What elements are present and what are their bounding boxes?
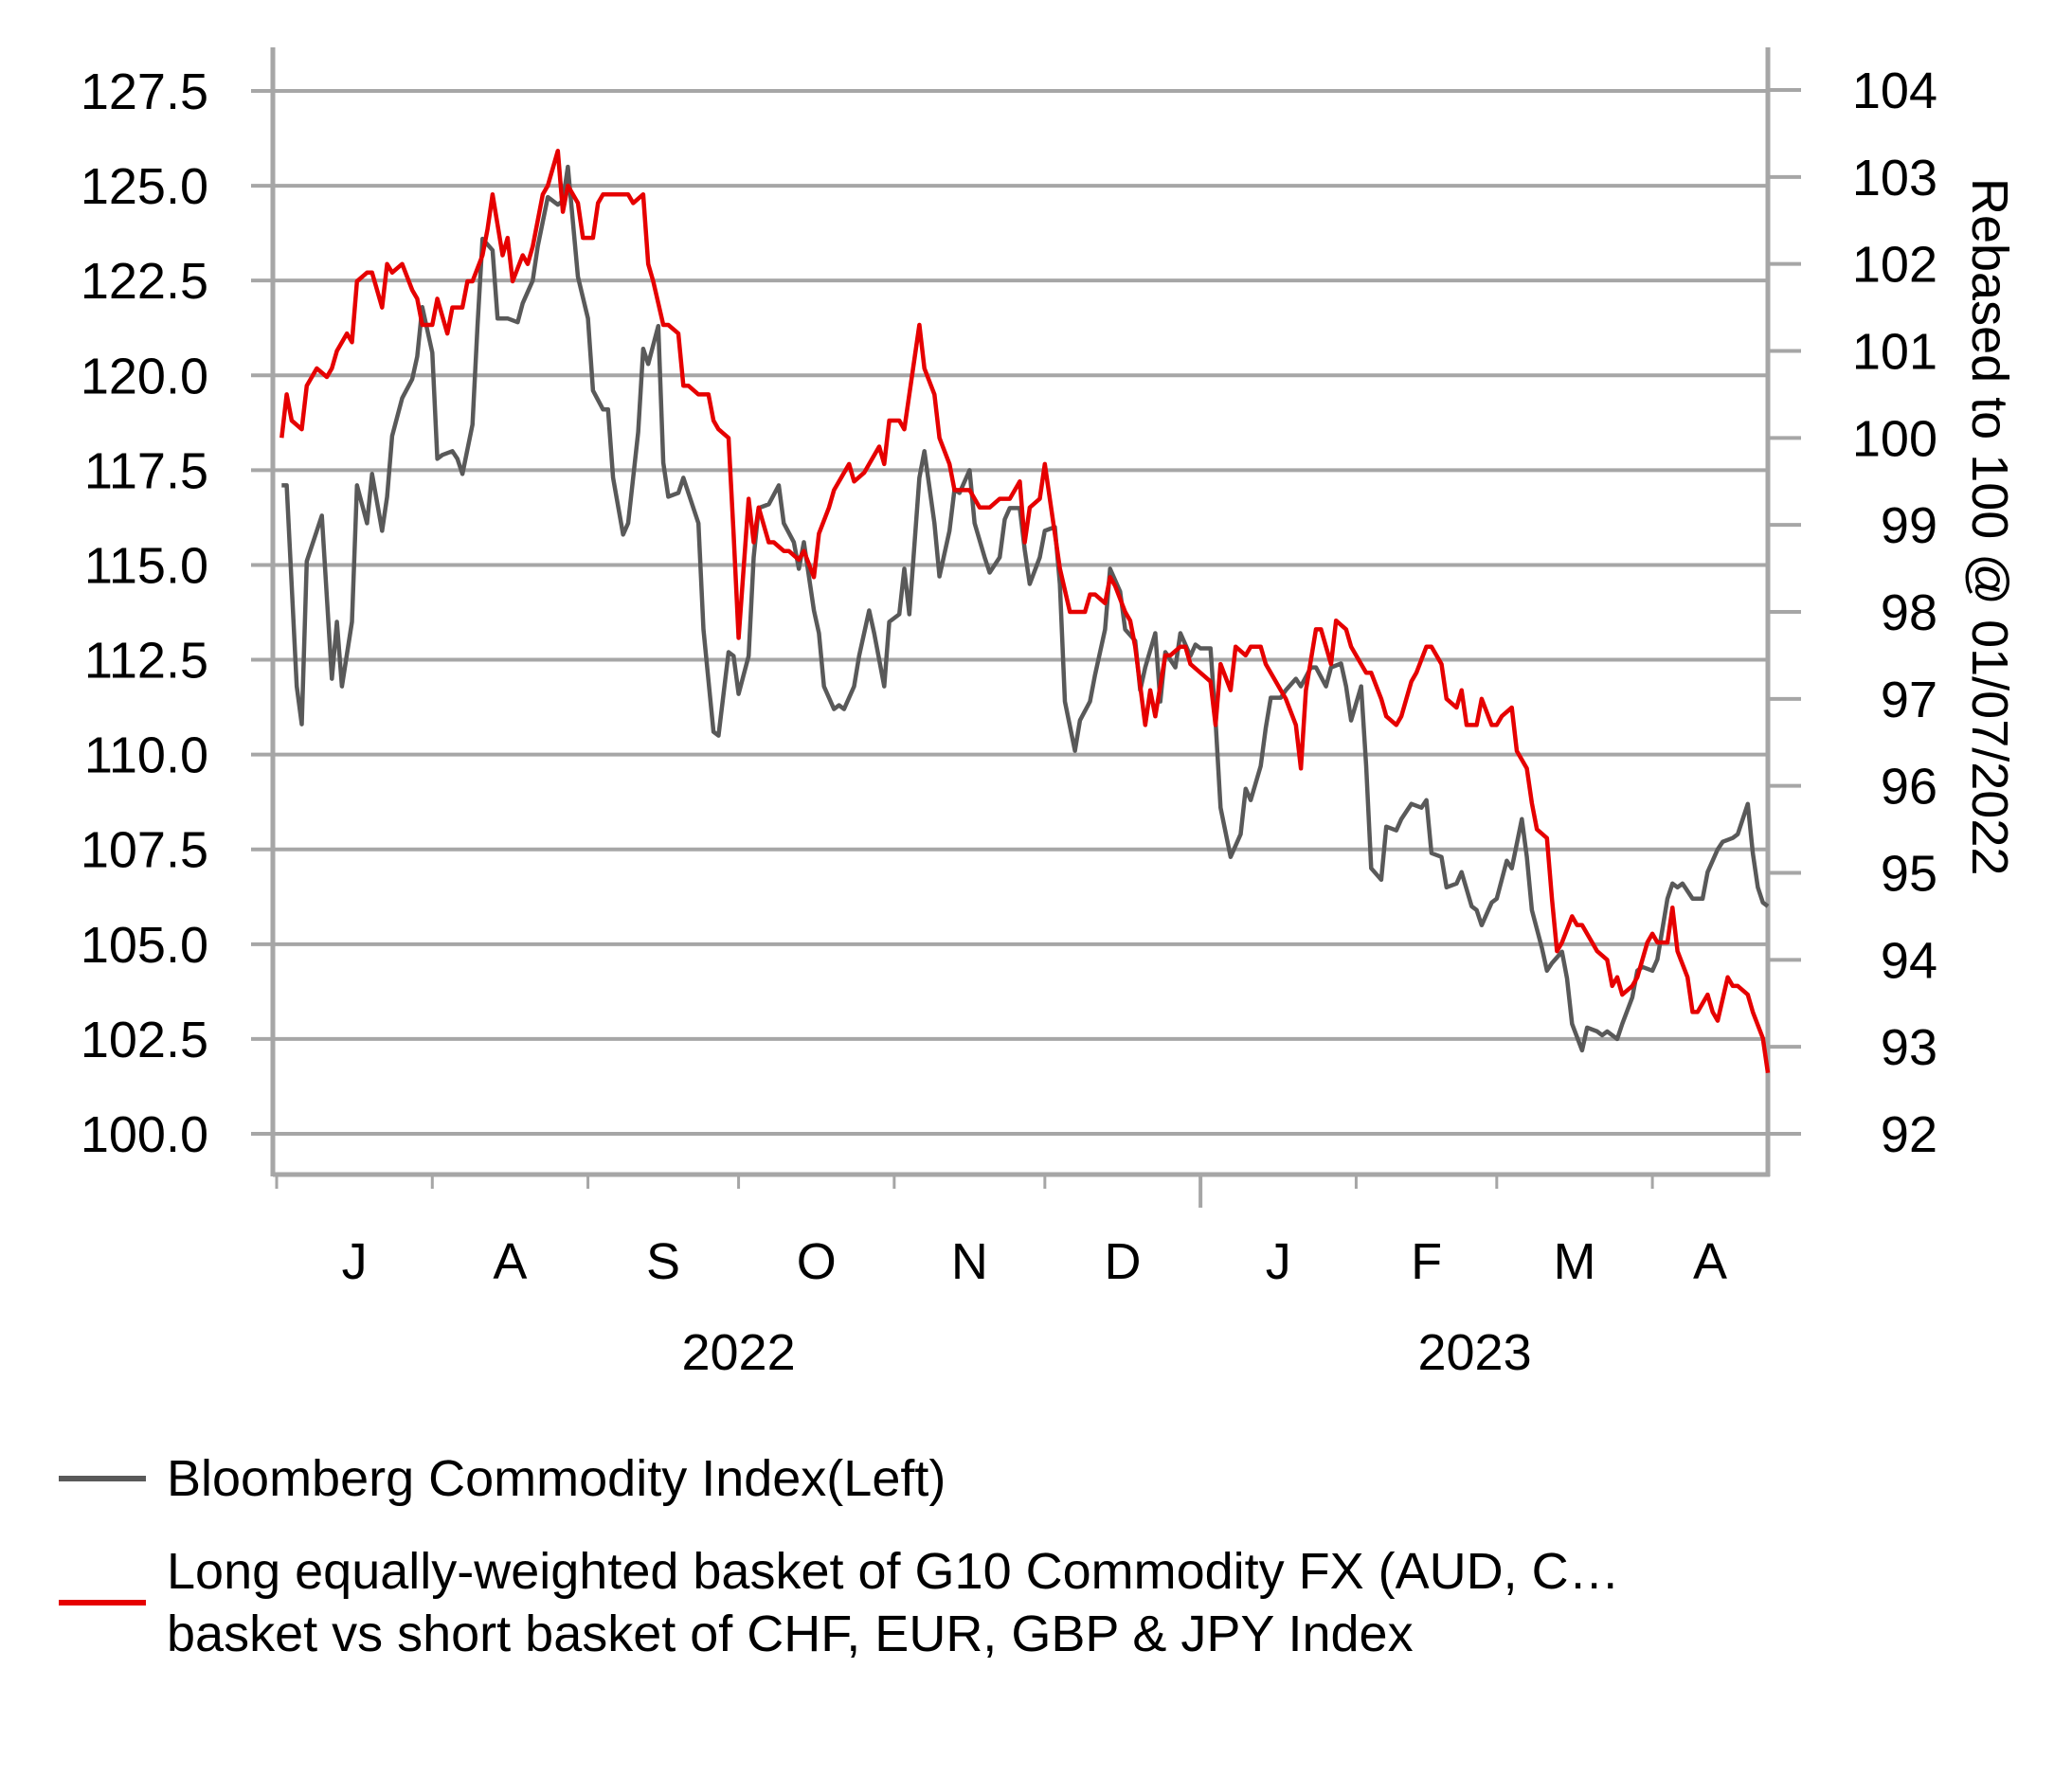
gridlines [251, 89, 1768, 1136]
legend-swatch-red [59, 1600, 146, 1606]
left-tick-label: 115.0 [84, 537, 208, 594]
left-tick-label: 122.5 [81, 253, 208, 310]
right-axis-ticks: 92 93 94 95 96 97 98 99 100 101 102 103 104 [1768, 63, 1937, 1163]
right-tick-label: 92 [1881, 1106, 1937, 1163]
month-label: M [1553, 1233, 1595, 1290]
left-tick-label: 127.5 [81, 63, 208, 120]
month-label: S [646, 1233, 680, 1290]
series-lines [279, 149, 1771, 1074]
right-tick-label: 94 [1881, 932, 1937, 989]
left-tick-label: 112.5 [84, 633, 208, 690]
month-label: N [951, 1233, 988, 1290]
series-line-g10-commodity-fx-basket [279, 149, 1771, 1074]
month-label: A [1693, 1233, 1727, 1290]
x-axis-ticks: J A S O N D J F M A 2022 2023 [275, 1175, 1727, 1381]
month-label: J [1266, 1233, 1291, 1290]
right-tick-label: 103 [1852, 150, 1937, 206]
right-tick-label: 99 [1881, 497, 1937, 554]
series-line-bloomberg-commodity-index [281, 164, 1770, 1053]
right-tick-label: 104 [1852, 63, 1937, 119]
left-axis-ticks: 100.0 102.5 105.0 107.5 110.0 112.5 115.0 117.5… [81, 63, 208, 1163]
month-label: J [342, 1233, 368, 1290]
left-tick-label: 110.0 [84, 727, 208, 784]
right-tick-label: 93 [1881, 1019, 1937, 1076]
right-tick-label: 102 [1852, 237, 1937, 294]
right-tick-label: 97 [1881, 672, 1937, 728]
left-tick-label: 100.0 [81, 1106, 208, 1163]
right-tick-label: 101 [1852, 324, 1937, 381]
left-tick-label: 102.5 [81, 1012, 208, 1068]
left-tick-label: 125.0 [81, 158, 208, 215]
legend-item-bcom: Bloomberg Commodity Index(Left) [59, 1447, 2048, 1510]
left-tick-label: 105.0 [81, 917, 208, 974]
right-tick-label: 100 [1852, 410, 1937, 467]
left-tick-label: 107.5 [81, 822, 208, 879]
legend: Bloomberg Commodity Index(Left) Long equ… [59, 1447, 2048, 1695]
right-axis-title: Rebased to 100 @ 01/07/2022 [1961, 178, 2018, 875]
legend-item-fx-basket: Long equally-weighted basket of G10 Comm… [59, 1540, 2048, 1665]
month-label: O [797, 1233, 837, 1290]
legend-swatch-gray [59, 1476, 146, 1481]
month-label: D [1104, 1233, 1141, 1290]
right-tick-label: 98 [1881, 584, 1937, 641]
year-label: 2023 [1417, 1324, 1531, 1381]
right-tick-label: 95 [1881, 846, 1937, 903]
month-label: A [493, 1233, 527, 1290]
legend-label: Bloomberg Commodity Index(Left) [167, 1450, 946, 1507]
right-tick-label: 96 [1881, 759, 1937, 816]
legend-label: Long equally-weighted basket of G10 Comm… [167, 1543, 1620, 1662]
left-tick-label: 117.5 [84, 442, 208, 499]
left-tick-label: 120.0 [81, 348, 208, 404]
month-label: F [1411, 1233, 1442, 1290]
year-label: 2022 [681, 1324, 795, 1381]
